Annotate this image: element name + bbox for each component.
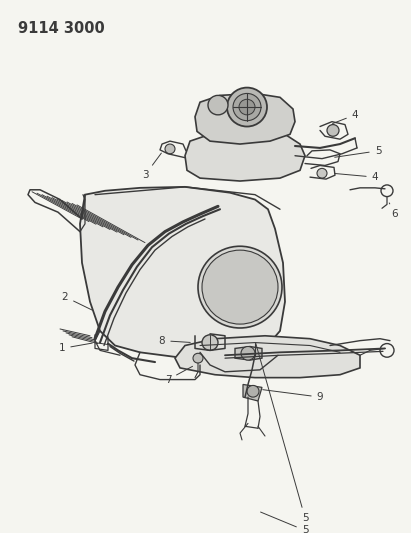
Circle shape <box>165 144 175 154</box>
Polygon shape <box>185 132 305 181</box>
Circle shape <box>239 99 255 115</box>
Circle shape <box>198 246 282 328</box>
Circle shape <box>208 95 228 115</box>
Text: 7: 7 <box>165 366 193 385</box>
Circle shape <box>327 125 339 136</box>
Text: 1: 1 <box>59 343 92 353</box>
Text: 9114 3000: 9114 3000 <box>18 21 105 36</box>
Circle shape <box>233 93 261 120</box>
Text: 3: 3 <box>142 153 162 180</box>
Polygon shape <box>243 384 262 401</box>
Polygon shape <box>80 187 285 358</box>
Polygon shape <box>195 93 295 144</box>
Text: 5: 5 <box>335 146 381 157</box>
Text: 2: 2 <box>62 292 92 310</box>
Circle shape <box>247 385 259 397</box>
Circle shape <box>241 346 255 360</box>
Text: 9: 9 <box>263 390 323 402</box>
Text: 4: 4 <box>335 172 378 182</box>
Polygon shape <box>235 346 262 360</box>
Circle shape <box>227 87 267 126</box>
Circle shape <box>202 250 278 324</box>
Circle shape <box>317 168 327 178</box>
Circle shape <box>202 335 218 350</box>
Text: 4: 4 <box>332 110 358 124</box>
Text: 6: 6 <box>389 203 398 219</box>
Text: 5: 5 <box>261 512 308 533</box>
Text: 8: 8 <box>159 336 190 345</box>
Circle shape <box>193 353 203 363</box>
Text: 5: 5 <box>256 343 308 523</box>
Polygon shape <box>175 336 360 378</box>
